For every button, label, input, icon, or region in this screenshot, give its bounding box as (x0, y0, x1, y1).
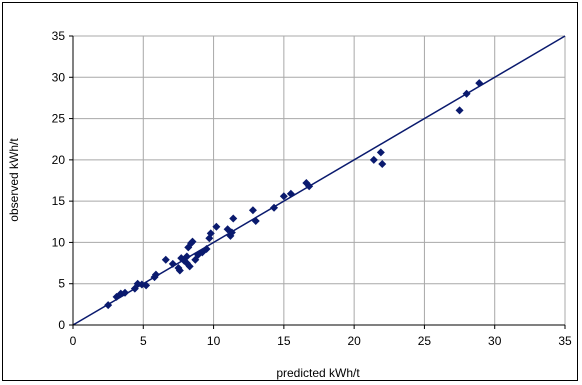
x-tick-label: 5 (140, 334, 147, 348)
x-tick-label: 0 (70, 334, 77, 348)
data-point (369, 155, 378, 164)
x-tick-label: 30 (488, 334, 502, 348)
data-point (185, 262, 194, 271)
data-point (142, 281, 151, 290)
data-point (175, 266, 184, 275)
data-point (305, 182, 314, 191)
tick-labels: 0 5 10 15 20 25 30 35 0 5 10 15 20 25 30 35 (52, 29, 572, 348)
y-tick-label: 35 (52, 29, 66, 43)
x-tick-label: 20 (347, 334, 361, 348)
data-point (270, 203, 279, 212)
data-point (227, 228, 236, 237)
y-tick-label: 30 (52, 70, 66, 84)
x-axis-title: predicted kWh/t (276, 366, 360, 380)
data-point (279, 192, 288, 201)
data-point (121, 288, 130, 297)
data-point (104, 301, 113, 310)
data-point (206, 229, 215, 238)
y-tick-label: 0 (58, 318, 65, 332)
data-point (475, 79, 484, 88)
data-point (462, 89, 471, 98)
data-point (202, 245, 211, 254)
y-tick-label: 10 (52, 235, 66, 249)
data-point (455, 106, 464, 115)
data-point (376, 148, 385, 157)
y-tick-label: 25 (52, 112, 66, 126)
reference-line (72, 35, 566, 326)
data-point (151, 270, 160, 279)
y-tick-label: 5 (58, 277, 65, 291)
x-tick-label: 15 (277, 334, 291, 348)
data-point (286, 189, 295, 198)
data-point (251, 216, 260, 225)
data-point (168, 259, 177, 268)
data-point (188, 237, 197, 246)
data-point (212, 222, 221, 231)
y-tick-label: 20 (52, 153, 66, 167)
data-point (229, 214, 238, 223)
data-point (378, 159, 387, 168)
gridlines (73, 35, 566, 325)
x-tick-label: 10 (207, 334, 221, 348)
x-tick-label: 25 (418, 334, 432, 348)
data-points (104, 79, 484, 310)
x-tick-label: 35 (558, 334, 572, 348)
y-axis-title: observed kWh/t (7, 138, 21, 222)
data-point (182, 252, 191, 261)
y-tick-label: 15 (52, 194, 66, 208)
data-point (161, 255, 170, 264)
axes (69, 35, 566, 329)
data-point (248, 206, 257, 215)
reference-line-group (72, 35, 566, 326)
